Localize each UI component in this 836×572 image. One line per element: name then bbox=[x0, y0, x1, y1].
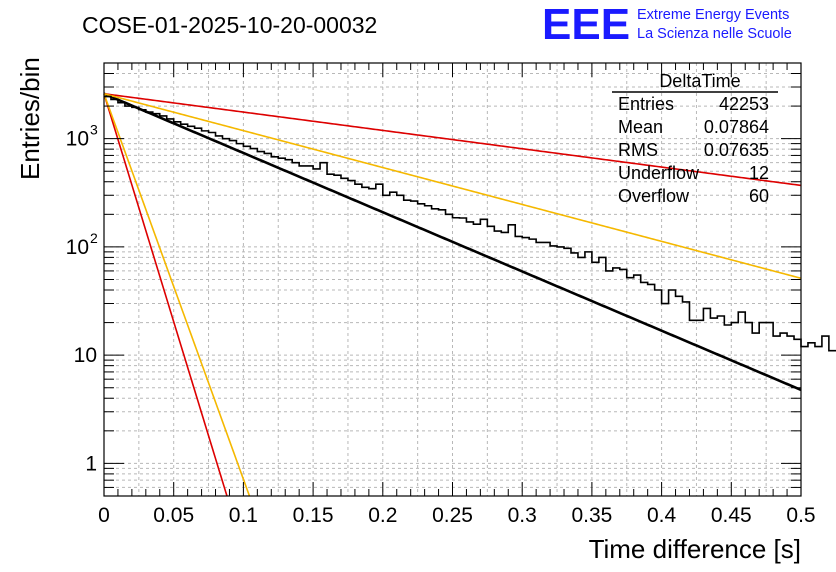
fit-curve-fit bbox=[103, 92, 802, 392]
x-axis-label: Time difference [s] bbox=[589, 534, 801, 564]
stats-box: DeltaTime Entries 42253 Mean 0.07864 RMS 0.076… bbox=[612, 71, 778, 206]
grid bbox=[104, 62, 801, 497]
y-tick-label: 10 bbox=[66, 128, 89, 151]
logo-text: EEE bbox=[542, 0, 630, 49]
logo-line2: La Scienza nelle Scuole bbox=[637, 26, 792, 42]
fit-curve-lower-slow bbox=[103, 92, 802, 280]
x-tick-label: 0.15 bbox=[293, 504, 334, 527]
y-tick-label: 10 bbox=[66, 236, 89, 259]
stats-label: RMS bbox=[618, 140, 658, 160]
y-axis-label: Entries/bin bbox=[15, 57, 45, 180]
x-tick-label: 0.05 bbox=[153, 504, 194, 527]
chart-title: COSE-01-2025-10-20-00032 bbox=[82, 12, 377, 38]
stats-value: 12 bbox=[749, 163, 769, 183]
eee-logo: EEE Extreme Energy Events La Scienza nel… bbox=[542, 0, 792, 49]
x-tick-label: 0.1 bbox=[229, 504, 258, 527]
logo-line1: Extreme Energy Events bbox=[637, 7, 789, 23]
stats-value: 42253 bbox=[719, 94, 769, 114]
stats-title: DeltaTime bbox=[659, 71, 740, 91]
x-tick-label: 0.35 bbox=[571, 504, 612, 527]
y-tick-exponent: 3 bbox=[90, 122, 98, 138]
fit-curves bbox=[103, 92, 802, 497]
x-axis: 0 0.05 0.1 0.15 0.2 0.25 0.3 0.35 0.4 0.45 0.5 bbox=[98, 63, 816, 527]
stats-label: Underflow bbox=[618, 163, 700, 183]
stats-label: Entries bbox=[618, 94, 674, 114]
stats-value: 0.07635 bbox=[704, 140, 769, 160]
y-tick-label: 1 bbox=[85, 452, 97, 475]
stats-value: 60 bbox=[749, 186, 769, 206]
x-tick-label: 0.4 bbox=[647, 504, 677, 527]
fit-curve-upper-fast bbox=[103, 93, 228, 497]
x-tick-label: 0 bbox=[98, 504, 110, 527]
y-tick-label: 10 bbox=[74, 344, 97, 367]
stats-label: Mean bbox=[618, 117, 663, 137]
x-tick-label: 0.2 bbox=[368, 504, 397, 527]
histogram-steps bbox=[104, 95, 836, 352]
histogram bbox=[104, 95, 836, 352]
x-tick-label: 0.3 bbox=[508, 504, 537, 527]
x-tick-label: 0.5 bbox=[786, 504, 815, 527]
fit-curve-upper-slow bbox=[103, 92, 802, 187]
x-tick-label: 0.45 bbox=[711, 504, 752, 527]
stats-value: 0.07864 bbox=[704, 117, 769, 137]
stats-label: Overflow bbox=[618, 186, 690, 206]
fit-curve-lower-fast bbox=[103, 93, 251, 497]
x-tick-label: 0.25 bbox=[432, 504, 473, 527]
y-tick-exponent: 2 bbox=[90, 230, 98, 246]
